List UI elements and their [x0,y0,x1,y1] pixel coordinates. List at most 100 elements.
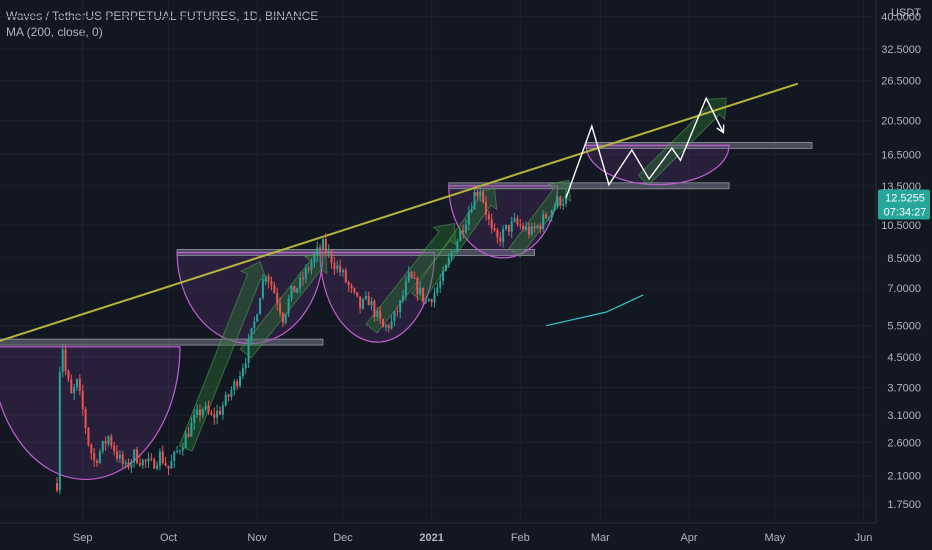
candle-body [367,295,370,306]
candle-body [181,447,184,451]
candle-body [333,263,336,270]
candle-body [96,460,99,463]
candle-body [70,379,73,394]
candle-body [158,451,161,466]
candle-body [419,287,422,295]
candle-body [350,285,353,289]
candle-body [250,327,253,340]
candle-body [279,303,282,314]
candle-body [516,218,519,225]
candle-body [436,287,439,294]
price-axis: 1.7500 2.1000 2.6000 3.1000 3.7000 4.5000 5.50… [875,0,932,550]
resistance-zone [0,338,324,346]
candle-body [247,339,250,364]
candle-body [130,461,133,468]
candle-body [156,465,159,469]
candle-body [284,313,287,323]
candle-body [447,257,450,265]
candle-body [336,265,339,270]
candle-body [107,436,110,444]
candle-body [207,405,210,413]
candle-body [547,217,550,219]
chart-title: Waves / TetherUS PERPETUAL FUTURES, 1D, … [6,9,319,23]
candle-body [399,300,402,312]
price-tick-label: 26.5000 [881,76,921,88]
candle-body [276,293,279,304]
candle-body [476,192,479,196]
countdown-label: 07:34:27 [884,206,927,218]
candle-body [553,206,556,211]
candle-body [296,287,299,293]
time-tick-label: Apr [680,532,697,544]
candle-body [101,441,104,452]
candle-body [173,451,176,461]
candle-body [76,379,78,388]
candle-body [244,363,247,369]
candle-body [422,287,425,302]
indicator-legend[interactable]: MA (200, close, 0) [6,25,103,39]
candle-body [216,410,219,418]
candle-body [58,371,61,491]
price-tick-label: 32.5000 [881,44,921,56]
candle-body [416,278,419,295]
candle-body [376,311,379,317]
trendline [0,82,799,342]
price-tick-label: 2.6000 [887,437,921,449]
candle-body [121,454,124,464]
candle-body [404,281,407,296]
price-tick-label: 2.1000 [887,471,921,483]
candle-body [310,262,313,270]
candle-body [127,462,130,468]
price-tick-label: 16.5000 [881,150,921,162]
candle-body [396,311,399,313]
candle-body [341,270,344,273]
candle-body [347,282,350,286]
ma-line [545,294,644,327]
candle-body [473,192,476,210]
candle-body [316,247,319,256]
candle-body [373,301,376,317]
cup-pattern [319,251,436,343]
candle-body [78,379,81,391]
candle-body [55,483,58,491]
candle-body [487,214,490,220]
candle-body [482,191,485,203]
candle-body [190,422,193,437]
candle-body [187,433,190,437]
candle-body [230,390,233,397]
time-tick-label: Jun [855,532,873,544]
candle-body [525,226,528,230]
candle-body [290,285,293,299]
candle-body [459,230,462,242]
candle-body [136,449,139,464]
candle-body [513,218,516,222]
candle-body [193,414,196,423]
candle-body [124,462,127,464]
candle-body [530,226,533,235]
candle-body [450,251,453,258]
candle-body [505,224,507,229]
candle-body [339,265,342,273]
candle-body [233,381,236,391]
candle-body [496,230,499,238]
candle-body [319,247,322,250]
candle-body [559,196,562,206]
current-price-label: 12.5255 [885,192,925,204]
candle-body [550,210,553,218]
candle-body [239,376,242,387]
candle-body [362,299,364,309]
price-axis-background [876,0,932,550]
price-tick-label: 3.7000 [887,382,921,394]
candle-body [464,224,467,233]
candle-body [442,271,445,281]
time-tick-label: May [764,532,785,544]
candle-body [502,228,505,242]
candle-body [402,295,405,301]
candle-body [141,459,144,466]
candle-body [479,191,482,196]
time-tick-label: Dec [333,532,353,544]
candle-body [565,194,568,204]
candle-body [301,277,304,280]
currency-label: USDT [891,7,921,19]
